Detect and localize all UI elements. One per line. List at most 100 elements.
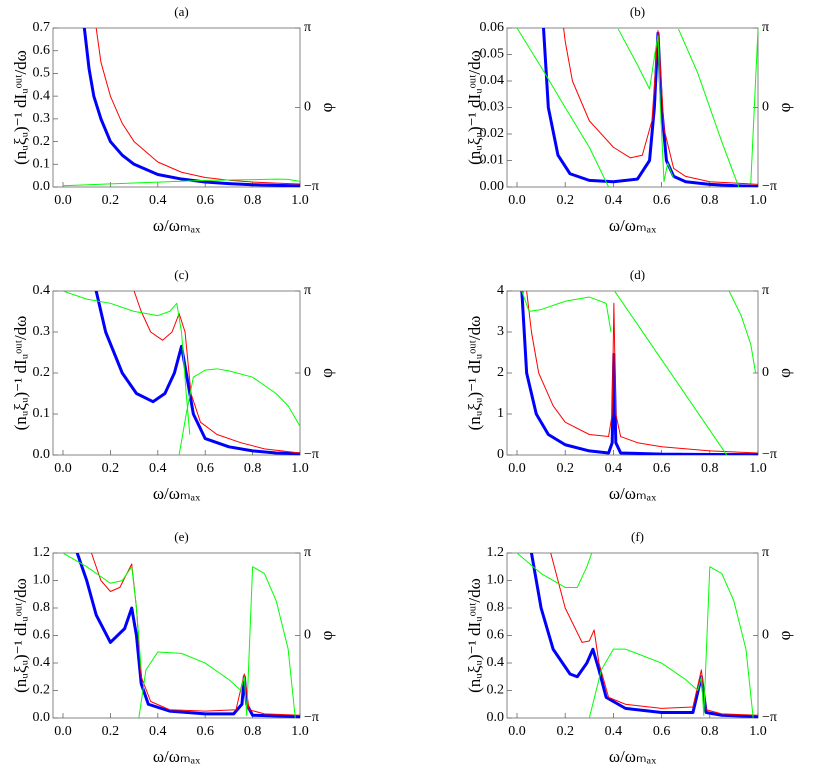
y-tick-label: 0.05 bbox=[480, 47, 505, 62]
y-tick-label: 0.3 bbox=[33, 324, 51, 339]
y2-tick-label: −π bbox=[304, 447, 319, 462]
x-tick-label: 0.4 bbox=[149, 461, 167, 476]
y-tick-label: 0.6 bbox=[33, 43, 51, 58]
y2-tick-label: π bbox=[762, 20, 769, 35]
panel-title: (b) bbox=[630, 4, 645, 19]
x-tick-label: 0.8 bbox=[701, 193, 719, 208]
y-tick-label: 0.1 bbox=[33, 406, 51, 421]
data-line bbox=[563, 28, 759, 185]
panel-title: (c) bbox=[174, 267, 188, 282]
y2-tick-label: π bbox=[762, 545, 769, 560]
y-tick-label: 0.7 bbox=[33, 20, 51, 35]
x-axis-label: ω/ωₘₐₓ bbox=[609, 747, 656, 766]
data-line bbox=[62, 553, 296, 718]
y2-tick-label: −π bbox=[304, 179, 319, 194]
panel-title: (e) bbox=[174, 529, 188, 544]
y2-tick-label: π bbox=[304, 283, 311, 298]
y2-tick-label: −π bbox=[762, 710, 777, 725]
y-tick-label: 0.1 bbox=[33, 157, 51, 172]
x-tick-label: 0.6 bbox=[653, 724, 671, 739]
y-tick-label: 3 bbox=[497, 324, 504, 339]
x-tick-label: 1.0 bbox=[291, 724, 309, 739]
panel: (a) 0.0 0.2 0.4 0.6 0.8 1.0 0.0 0.1 0.2 0.3 0.4 0.5 0… bbox=[11, 4, 336, 235]
y2-tick-label: 0 bbox=[304, 365, 311, 380]
x-tick-label: 0.2 bbox=[102, 724, 120, 739]
y-tick-label: 0.4 bbox=[33, 88, 51, 103]
y-axis-label: (nᵤξᵤ)⁻¹ dIᵤᵒᵘᵗ/dω bbox=[11, 316, 30, 431]
y-axis-label: (nᵤξᵤ)⁻¹ dIᵤᵒᵘᵗ/dω bbox=[11, 50, 30, 165]
x-axis-label: ω/ωₘₐₓ bbox=[153, 747, 200, 766]
x-tick-label: 1.0 bbox=[749, 461, 767, 476]
y-tick-label: 0.6 bbox=[33, 628, 51, 643]
x-tick-label: 0.6 bbox=[196, 193, 214, 208]
y-tick-label: 0.01 bbox=[480, 153, 505, 168]
y-tick-label: 0.2 bbox=[33, 365, 51, 380]
x-tick-label: 0.2 bbox=[556, 461, 574, 476]
y-tick-label: 0.8 bbox=[33, 600, 51, 615]
data-line bbox=[90, 553, 301, 716]
y-tick-label: 0.00 bbox=[480, 179, 505, 194]
x-tick-label: 0.0 bbox=[508, 193, 526, 208]
panel-title: (f) bbox=[631, 529, 644, 544]
x-tick-label: 0.0 bbox=[54, 193, 72, 208]
y-tick-label: 0.4 bbox=[33, 283, 51, 298]
x-tick-label: 0.8 bbox=[244, 724, 262, 739]
y2-axis-label: φ bbox=[317, 102, 336, 112]
x-tick-label: 0.0 bbox=[508, 461, 526, 476]
y-tick-label: 0.2 bbox=[33, 683, 51, 698]
x-tick-label: 0.4 bbox=[149, 193, 167, 208]
y2-axis-label: φ bbox=[317, 630, 336, 640]
y-tick-label: 0.8 bbox=[487, 600, 505, 615]
y-tick-label: 0.0 bbox=[33, 447, 51, 462]
x-axis-label: ω/ωₘₐₓ bbox=[609, 216, 656, 235]
panel-title: (a) bbox=[174, 4, 188, 19]
x-tick-label: 0.2 bbox=[102, 193, 120, 208]
data-line bbox=[521, 291, 757, 455]
y2-tick-label: 0 bbox=[762, 365, 769, 380]
y-tick-label: 0.03 bbox=[480, 100, 505, 115]
y-tick-label: 0.6 bbox=[487, 628, 505, 643]
y-axis-label: (nᵤξᵤ)⁻¹ dIᵤᵒᵘᵗ/dω bbox=[465, 578, 484, 693]
x-tick-label: 1.0 bbox=[291, 461, 309, 476]
y-tick-label: 0.2 bbox=[33, 134, 51, 149]
y-tick-label: 0.4 bbox=[487, 655, 505, 670]
y-tick-label: 0.04 bbox=[480, 73, 505, 88]
y-tick-label: 1.0 bbox=[33, 573, 51, 588]
panel: (b) 0.0 0.2 0.4 0.6 0.8 1.0 0.00 0.01 0.02 0.03 0.0… bbox=[465, 4, 794, 235]
x-axis-label: ω/ωₘₐₓ bbox=[153, 484, 200, 503]
panel: (c) 0.0 0.2 0.4 0.6 0.8 1.0 0.0 0.1 0.2 0.3 0.4 −π 0 π… bbox=[11, 267, 336, 503]
data-line bbox=[94, 291, 301, 455]
data-line bbox=[550, 553, 759, 716]
x-tick-label: 0.8 bbox=[701, 461, 719, 476]
x-tick-label: 0.4 bbox=[605, 461, 623, 476]
y-tick-label: 0.5 bbox=[33, 66, 51, 81]
y2-tick-label: 0 bbox=[304, 100, 311, 115]
data-line bbox=[133, 291, 301, 454]
x-tick-label: 0.0 bbox=[54, 461, 72, 476]
plot-frame bbox=[52, 290, 301, 456]
x-tick-label: 0.4 bbox=[605, 193, 623, 208]
y-tick-label: 1.2 bbox=[487, 545, 505, 560]
x-tick-label: 0.2 bbox=[556, 193, 574, 208]
plot-frame bbox=[52, 27, 301, 188]
y2-tick-label: π bbox=[304, 545, 311, 560]
y-tick-label: 1 bbox=[497, 406, 504, 421]
y2-axis-label: φ bbox=[775, 102, 794, 112]
y-tick-label: 0.0 bbox=[33, 179, 51, 194]
y2-tick-label: 0 bbox=[762, 100, 769, 115]
y-axis-label: (nᵤξᵤ)⁻¹ dIᵤᵒᵘᵗ/dω bbox=[11, 578, 30, 693]
x-tick-label: 0.4 bbox=[149, 724, 167, 739]
x-tick-label: 0.8 bbox=[244, 461, 262, 476]
y-tick-label: 1.2 bbox=[33, 545, 51, 560]
data-line bbox=[542, 28, 759, 187]
data-line bbox=[529, 553, 759, 718]
data-line bbox=[516, 553, 754, 718]
data-line bbox=[62, 291, 301, 455]
y2-tick-label: −π bbox=[762, 447, 777, 462]
x-axis-label: ω/ωₘₐₓ bbox=[153, 216, 200, 235]
y2-tick-label: −π bbox=[762, 179, 777, 194]
panel: (d) 0.0 0.2 0.4 0.6 0.8 1.0 0 1 2 3 4 −π 0 π ω/ωₘₐₓ (nᵤξ… bbox=[465, 267, 794, 503]
x-axis-label: ω/ωₘₐₓ bbox=[609, 484, 656, 503]
x-tick-label: 0.4 bbox=[605, 724, 623, 739]
